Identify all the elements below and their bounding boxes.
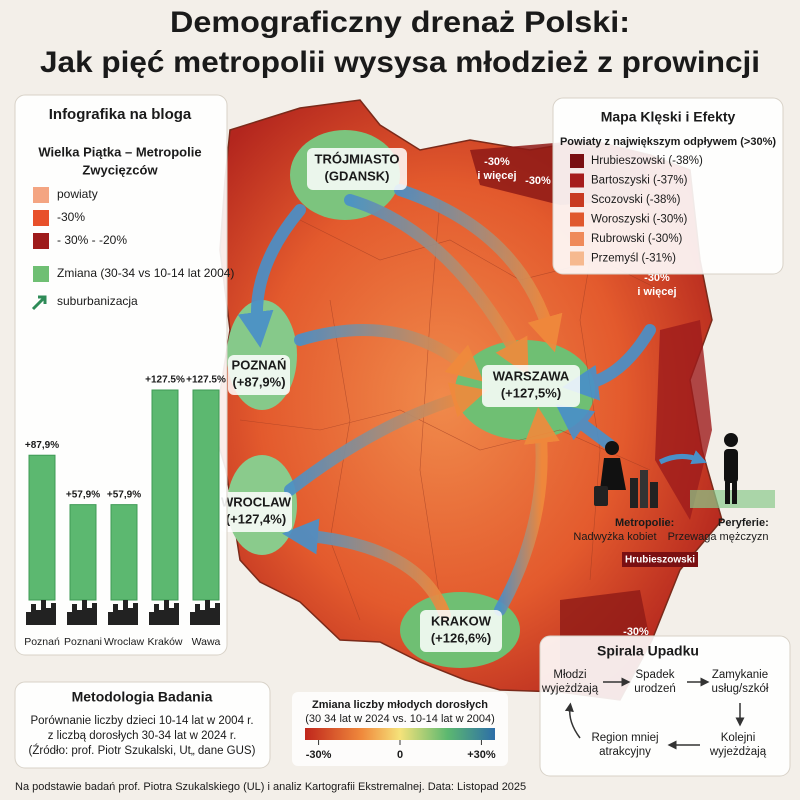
legend-label: Bartoszyski (-37%) (591, 175, 688, 187)
method-text: Porównanie liczby dzieci 10-14 lat w 200… (30, 715, 253, 727)
panel-title: Spirala Upadku (597, 643, 699, 659)
skyline (190, 600, 220, 625)
panel-subtitle: Powiaty z największym odpływem (>30%) (560, 136, 776, 148)
colorbar-tick-label: 0 (397, 749, 403, 761)
x-tick-label: Kraków (147, 636, 182, 648)
spiral-step: wyjeżdżają (709, 746, 767, 758)
legend-label: Hrubieszowski (-38%) (591, 155, 703, 167)
skyline (67, 600, 97, 625)
city-label: (+127,4%) (226, 511, 286, 526)
footer: Na podstawie badań prof. Piotra Szukalsk… (15, 781, 526, 793)
legend-label: suburbanizacja (57, 294, 138, 308)
bar (192, 389, 220, 601)
spiral-step: Spadek (635, 669, 674, 681)
bar-label: +87,9% (25, 440, 59, 451)
legend-label: Przemyśl (-31%) (591, 253, 676, 265)
legend-swatch (570, 154, 584, 168)
legend-swatch (570, 232, 584, 246)
skyline (108, 600, 138, 625)
city-label: WARSZAWA (493, 368, 570, 383)
method-panel (14, 681, 271, 769)
x-tick-label: Wawa (192, 636, 221, 648)
legend-label: - 30% - -20% (57, 233, 127, 247)
legend-label: Scozovski (-38%) (591, 194, 681, 206)
panel-title: Mapa Klęski i Efekty (601, 109, 736, 125)
spiral-step: atrakcyjny (599, 746, 651, 758)
legend-swatch (33, 233, 49, 249)
bar (151, 389, 179, 601)
city-label: TRÓJMIASTO (315, 151, 400, 166)
bar-label: +57,9% (107, 489, 141, 500)
spiral-step: Kolejni (721, 732, 756, 744)
city-label: WROCLAW (221, 494, 292, 509)
panel-title: Infografika na bloga (49, 106, 192, 123)
legend-label: Rubrowski (-30%) (591, 233, 683, 245)
map-annotation: -30% (484, 156, 510, 168)
city-label: (+87,9%) (232, 374, 285, 389)
city-label: (+127,5%) (501, 385, 561, 400)
bar-label: +127.5% (186, 375, 226, 386)
gender-text: Nadwyżka kobiet (573, 531, 656, 543)
legend-swatch (570, 212, 584, 227)
bar-label: +127.5% (145, 375, 185, 386)
legend-label: -30% (57, 210, 85, 224)
title: Jak pięć metropolii wysysa młodzież z pr… (40, 46, 760, 79)
spiral-step: Młodzi (553, 669, 586, 681)
map-annotation: i więcej (477, 170, 516, 182)
city-label: (GDANSK) (325, 168, 390, 183)
map-annotation: i więcej (637, 286, 676, 298)
x-tick-label: Poznań (24, 636, 60, 648)
spiral-step: Region mniej (591, 732, 658, 744)
legend-swatch (570, 173, 584, 188)
right-panel (552, 97, 784, 275)
bar (28, 454, 56, 601)
method-text: z liczbą dorosłych 30-34 lat w 2024 r. (48, 730, 237, 742)
panel-subtitle: Wielka Piątka – Metropolie (38, 144, 201, 159)
legend-swatch (570, 251, 584, 266)
skyline (26, 600, 56, 625)
spiral-step: Zamykanie (712, 669, 768, 681)
map-tag: Hrubieszowski (625, 555, 695, 566)
spiral-step: wyjeżdżają (541, 683, 599, 695)
gender-graphic: Metropolie: Nadwyżka kobiet Peryferie: P… (573, 433, 775, 567)
title: Demograficzny drenaż Polski: (170, 6, 630, 39)
legend-label: Zmiana (30-34 vs 10-14 lat 2004) (57, 266, 234, 280)
city-label: KRAKOW (431, 613, 492, 628)
skyline (149, 600, 179, 625)
legend-label: Woroszyski (-30%) (591, 214, 687, 226)
legend-label: powiaty (57, 187, 98, 201)
colorbar-title: (30 34 lat w 2024 vs. 10-14 lat w 2004) (305, 713, 495, 725)
colorbar (305, 728, 495, 740)
city-label: POZNAŃ (232, 357, 287, 372)
gender-label: Peryferie: (718, 517, 769, 529)
gender-label: Metropolie: (615, 517, 674, 529)
legend-icon (31, 295, 47, 311)
spiral-arrows (564, 677, 745, 750)
legend-swatch (33, 210, 49, 226)
colorbar-tick-label: +30% (467, 749, 496, 761)
city-label: (+126,6%) (431, 630, 491, 645)
spiral-panel (539, 635, 791, 777)
colorbar-tick-label: -30% (306, 749, 332, 761)
colorbar-title: Zmiana liczby młodych dorosłych (312, 699, 488, 711)
panel-subtitle: Zwycięzców (82, 162, 158, 177)
panel-title: Metodologia Badania (72, 689, 213, 705)
spiral-step: usług/szkół (712, 683, 769, 695)
x-tick-label: Poznani (64, 636, 102, 648)
bar (110, 504, 138, 601)
map-annotation: -30% (644, 272, 670, 284)
legend-swatch (570, 193, 584, 207)
legend-swatch (33, 266, 49, 282)
method-text: (Źródło: prof. Piotr Szukalski, Ut„ dane… (29, 744, 256, 757)
bar-label: +57,9% (66, 489, 100, 500)
bar (69, 504, 97, 601)
x-tick-label: Wroclaw (104, 636, 144, 648)
spiral-step: urodzeń (634, 683, 676, 695)
legend-swatch (33, 187, 49, 203)
map-annotation: -30% (525, 175, 551, 187)
map-annotation: -30% (623, 626, 649, 638)
gender-text: Przewaga mężczyzn (668, 531, 769, 543)
